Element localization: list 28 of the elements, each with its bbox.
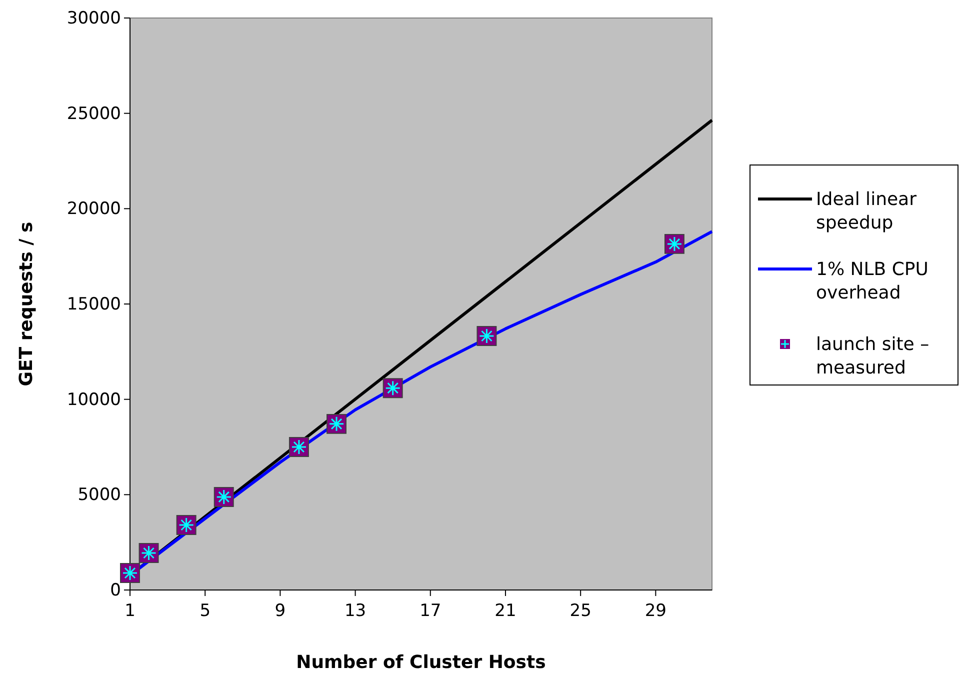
point	[382, 378, 403, 398]
y-axis-title: GET requests / s	[16, 222, 37, 386]
y-tick-label: 0	[110, 580, 121, 600]
point	[326, 414, 347, 434]
y-tick-label: 20000	[66, 199, 121, 220]
x-tick-label: 9	[274, 601, 286, 621]
y-tick-label: 25000	[66, 104, 121, 124]
point	[288, 437, 309, 457]
y-tick-label: 30000	[66, 8, 121, 28]
x-tick-label: 21	[494, 601, 516, 621]
x-axis-title: Number of Cluster Hosts	[296, 652, 546, 673]
legend-label: launch site – measured	[816, 334, 930, 378]
y-tick-label: 10000	[66, 390, 121, 410]
y-tick-label: 15000	[66, 294, 121, 314]
point	[176, 514, 196, 535]
x-tick-label: 29	[644, 601, 666, 621]
y-tick-label: 5000	[78, 485, 121, 506]
point	[138, 543, 159, 563]
x-tick-label: 25	[570, 601, 592, 621]
point	[476, 326, 497, 346]
x-tick-label: 13	[344, 601, 366, 621]
legend-label: Ideal linear speedup	[816, 189, 918, 234]
point	[664, 234, 684, 254]
x-tick-label: 1	[124, 601, 136, 621]
legend-label: 1% NLB CPU overhead	[816, 259, 928, 304]
x-tick-label: 17	[420, 601, 442, 621]
point	[214, 486, 234, 507]
x-tick-label: 5	[200, 601, 211, 621]
